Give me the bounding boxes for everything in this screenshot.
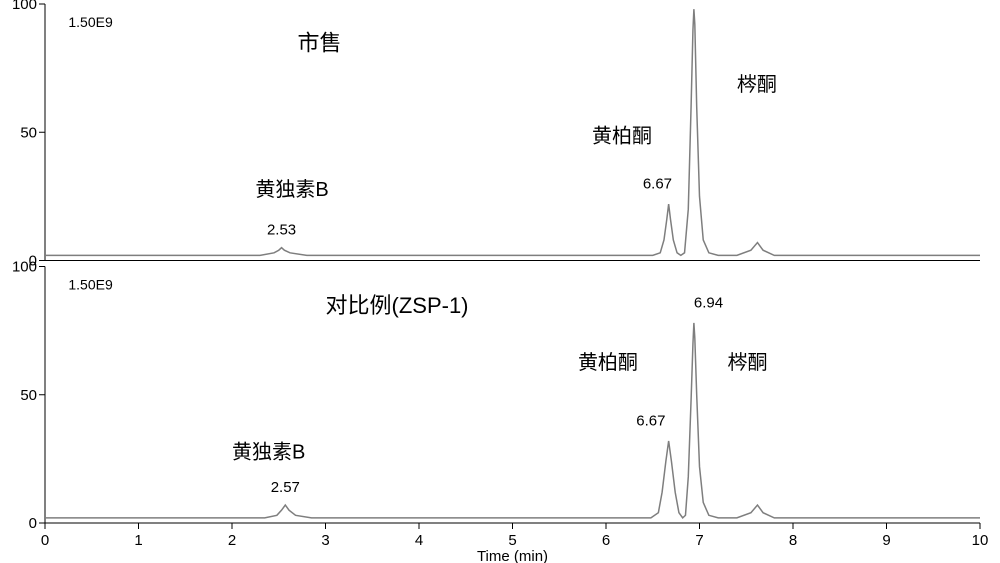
peak-label: 6.67 bbox=[643, 176, 672, 193]
exponent-label: 1.50E9 bbox=[68, 14, 113, 30]
chromatogram-trace bbox=[45, 323, 980, 518]
x-tick-label: 8 bbox=[789, 532, 797, 549]
y-tick-label: 50 bbox=[20, 124, 37, 141]
peak-label: 黄柏酮 bbox=[592, 124, 652, 147]
x-tick-label: 9 bbox=[882, 532, 890, 549]
peak-label: 黄独素B bbox=[232, 441, 305, 464]
x-tick-label: 0 bbox=[41, 532, 49, 549]
y-tick-label: 0 bbox=[29, 515, 37, 532]
peak-label: 梣酮 bbox=[737, 73, 777, 96]
peak-label: 黄独素B bbox=[255, 178, 328, 201]
peak-label: 黄柏酮 bbox=[578, 351, 638, 374]
peak-label: 2.53 bbox=[267, 222, 296, 239]
chromatogram-svg: 0501001.50E9市售6.946.672.53梣酮黄柏酮黄独素B05010… bbox=[0, 0, 1000, 563]
peak-label: 2.57 bbox=[271, 479, 300, 496]
panel-title: 对比例(ZSP-1) bbox=[326, 293, 469, 318]
x-tick-label: 7 bbox=[695, 532, 703, 549]
peak-label: 6.94 bbox=[679, 0, 708, 3]
y-tick-label: 100 bbox=[12, 0, 37, 13]
panel-title: 市售 bbox=[297, 30, 341, 55]
y-tick-label: 50 bbox=[20, 387, 37, 404]
x-axis-label: Time (min) bbox=[477, 548, 548, 563]
peak-label: 6.67 bbox=[636, 412, 665, 429]
chromatogram-trace bbox=[45, 9, 980, 255]
chromatogram-figure: 0501001.50E9市售6.946.672.53梣酮黄柏酮黄独素B05010… bbox=[0, 0, 1000, 563]
x-tick-label: 5 bbox=[508, 532, 516, 549]
peak-label: 6.94 bbox=[694, 294, 723, 311]
x-tick-label: 2 bbox=[228, 532, 236, 549]
x-tick-label: 6 bbox=[602, 532, 610, 549]
peak-label: 梣酮 bbox=[728, 351, 768, 374]
exponent-label: 1.50E9 bbox=[68, 276, 113, 292]
y-tick-label: 100 bbox=[12, 259, 37, 276]
x-tick-label: 10 bbox=[972, 532, 989, 549]
x-tick-label: 3 bbox=[321, 532, 329, 549]
x-tick-label: 4 bbox=[415, 532, 423, 549]
x-tick-label: 1 bbox=[134, 532, 142, 549]
